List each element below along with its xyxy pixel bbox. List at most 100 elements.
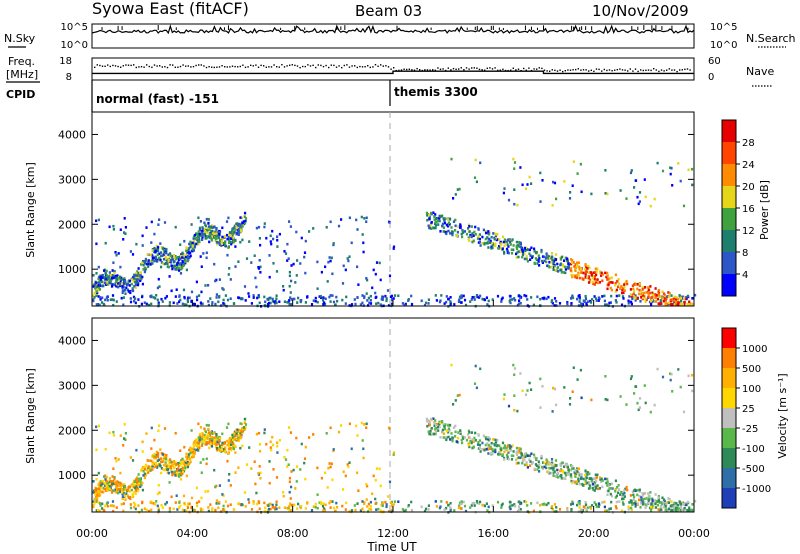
echo-cell <box>199 426 202 429</box>
echo-cell <box>467 237 470 241</box>
echo-cell <box>447 430 450 434</box>
echo-cell <box>150 220 153 224</box>
echo-cell <box>540 454 543 458</box>
echo-cell <box>483 242 486 246</box>
echo-cell <box>153 452 156 456</box>
echo-cell <box>156 298 159 302</box>
echo-cell <box>607 277 610 281</box>
echo-cell <box>669 172 672 176</box>
echo-cell <box>263 501 266 505</box>
echo-cell <box>621 291 624 295</box>
echo-cell <box>659 299 662 302</box>
echo-cell <box>503 456 506 460</box>
echo-cell <box>601 273 604 276</box>
echo-cell <box>109 274 113 277</box>
nave-dot <box>161 66 163 68</box>
echo-cell <box>119 486 122 489</box>
echo-cell <box>435 505 438 508</box>
echo-cell <box>526 454 529 458</box>
nave-dot <box>270 66 273 68</box>
echo-cell <box>454 435 457 438</box>
echo-cell <box>108 281 111 284</box>
echo-cell <box>553 181 557 185</box>
echo-cell <box>237 438 240 442</box>
echo-cell <box>691 503 694 506</box>
nave-dots <box>94 64 691 73</box>
echo-cell <box>121 491 124 494</box>
echo-cell <box>94 489 97 492</box>
echo-cell <box>442 432 446 435</box>
echo-cell <box>554 253 558 256</box>
echo-cell <box>148 303 151 307</box>
echo-cell <box>462 229 465 233</box>
echo-cell <box>210 432 213 435</box>
echo-cell <box>644 492 647 495</box>
echo-cell <box>562 477 565 480</box>
echo-cell <box>569 397 572 400</box>
echo-cell <box>499 247 502 250</box>
echo-cell <box>595 476 598 479</box>
echo-cell <box>151 256 154 260</box>
nave-dot <box>221 64 223 67</box>
echo-cell <box>276 245 279 248</box>
echo-cell <box>137 267 140 270</box>
echo-cell <box>604 303 607 306</box>
echo-cell <box>636 489 639 492</box>
echo-cell <box>605 303 608 306</box>
echo-cell <box>322 302 325 306</box>
echo-cell <box>636 401 639 405</box>
echo-cell <box>589 301 593 304</box>
echo-cell <box>550 252 554 255</box>
echo-cell <box>600 477 603 481</box>
echo-cell <box>284 252 288 255</box>
echo-cell <box>155 463 158 466</box>
echo-cell <box>199 507 202 511</box>
echo-cell <box>566 259 569 263</box>
echo-cell <box>427 224 430 228</box>
nave-dot <box>624 69 626 71</box>
echo-cell <box>216 440 219 444</box>
echo-cell <box>162 248 165 252</box>
echo-cell <box>288 299 291 302</box>
echo-cell <box>237 228 240 231</box>
echo-cell <box>656 161 659 165</box>
echo-cell <box>506 243 509 247</box>
colorbar-tick-label: 1000 <box>742 344 767 355</box>
echo-cell <box>121 492 124 496</box>
echo-cell <box>183 509 186 512</box>
echo-cell <box>656 367 659 371</box>
echo-cell <box>671 390 674 393</box>
echo-cell <box>227 443 230 447</box>
echo-cell <box>428 213 431 217</box>
echo-cell <box>176 469 179 472</box>
echo-cell <box>124 292 127 295</box>
echo-cell <box>314 505 317 509</box>
echo-cell <box>450 432 453 435</box>
echo-cell <box>647 293 650 296</box>
echo-cell <box>122 491 125 495</box>
echo-cell <box>686 294 689 298</box>
echo-cell <box>97 218 100 222</box>
velocity-frame <box>91 317 695 513</box>
echo-cell <box>183 295 186 299</box>
echo-cell <box>192 508 195 512</box>
echo-cell <box>341 298 344 302</box>
echo-cell <box>597 296 600 299</box>
echo-cell <box>477 434 480 437</box>
echo-cell <box>649 491 652 494</box>
echo-cell <box>241 427 244 431</box>
echo-cell <box>495 238 498 242</box>
echo-cell <box>300 442 303 446</box>
echo-cell <box>627 302 630 305</box>
echo-cell <box>629 288 632 291</box>
echo-cell <box>537 258 540 262</box>
echo-cell <box>644 506 647 509</box>
nave-dot <box>361 66 364 68</box>
echo-cell <box>664 299 667 302</box>
echo-cell <box>211 231 215 235</box>
echo-cell <box>476 237 480 240</box>
echo-cell <box>215 499 218 502</box>
echo-cell <box>241 221 244 225</box>
echo-cell <box>528 248 531 252</box>
echo-cell <box>619 493 622 496</box>
